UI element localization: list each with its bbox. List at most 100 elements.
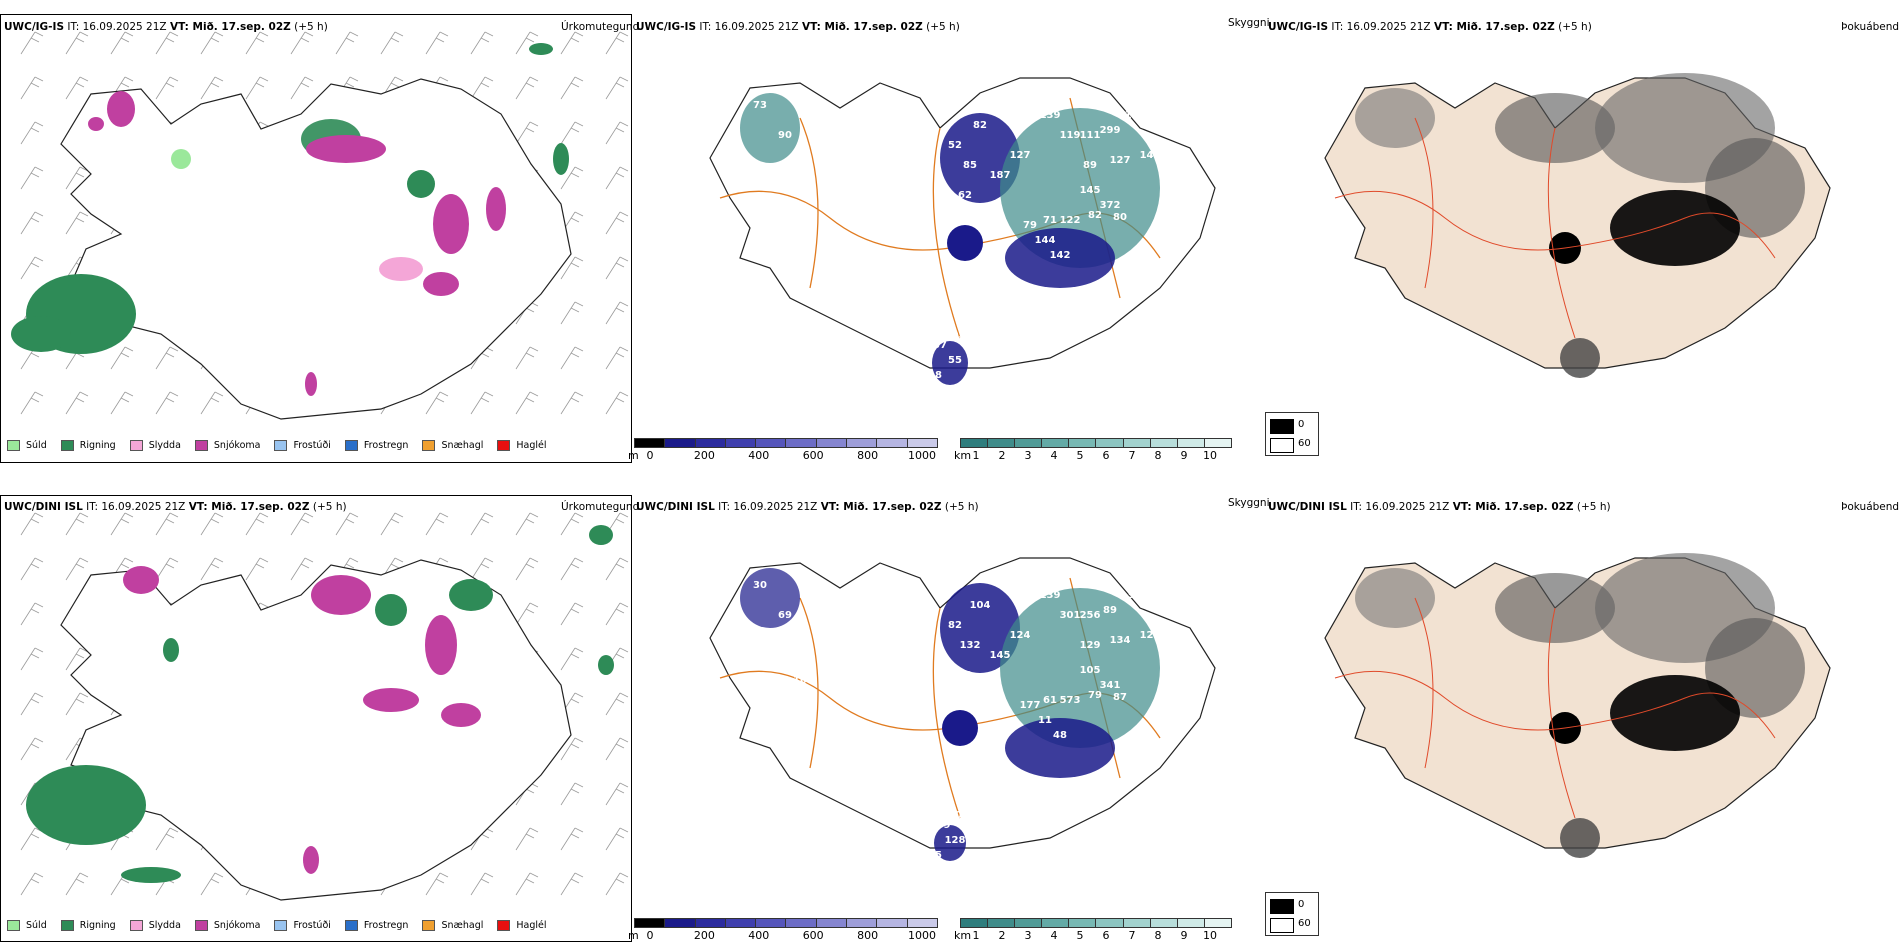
- cloud-base-label: 11: [1038, 715, 1052, 726]
- precip-patches: [11, 43, 569, 396]
- wind-barb: [560, 166, 584, 190]
- panel-title: Skyggni: [1228, 17, 1270, 29]
- colorbar-cell: [1042, 919, 1070, 927]
- wind-barb: [335, 31, 359, 55]
- wind-barb: [470, 872, 494, 896]
- wind-barb: [65, 211, 89, 235]
- colorbar-cell: [665, 439, 696, 447]
- wind-barb: [470, 391, 494, 415]
- colorbar-tick: 7: [1128, 449, 1136, 462]
- iceland-outline: [60, 559, 572, 901]
- lead-time: (+5 h): [312, 501, 347, 513]
- wind-barb: [605, 782, 629, 806]
- colorbar-tick: 800: [857, 449, 879, 462]
- wind-barb: [470, 76, 494, 100]
- colorbar-tick: 2: [998, 449, 1006, 462]
- cloud-base-label: 111: [1080, 130, 1101, 141]
- precip-header-2: UWC/DINI ISL IT: 16.09.2025 21Z VT: Mið.…: [4, 501, 347, 513]
- precip-legend-2: Súld Rigning Slydda Snjókoma Frostúði Frostre…: [7, 920, 561, 931]
- colorbar-tick: 6: [1102, 929, 1110, 942]
- cloud-base-colorbar-1: [634, 438, 938, 448]
- legend-label: Slydda: [148, 440, 181, 451]
- cloud-base-label: 139: [1040, 590, 1061, 601]
- wind-barb: [155, 76, 179, 100]
- fog-header-1: UWC/IG-IS IT: 16.09.2025 21Z VT: Mið. 17…: [1268, 21, 1592, 33]
- colorbar-cell: [847, 919, 878, 927]
- colorbar-tick: 800: [857, 929, 879, 942]
- init-time: IT: 16.09.2025 21Z: [67, 21, 167, 33]
- legend-swatch: [7, 440, 20, 451]
- lead-time: (+5 h): [926, 21, 960, 33]
- wind-barb: [20, 512, 44, 536]
- colorbar-cell: [695, 919, 726, 927]
- legend-swatch: [194, 920, 208, 931]
- legend-item-slydda: Slydda: [129, 920, 181, 931]
- wind-barb: [155, 512, 179, 536]
- wind-barb: [515, 346, 539, 370]
- colorbar-tick: 8: [1154, 449, 1162, 462]
- colorbar-tick: 10: [1203, 929, 1217, 942]
- wind-barb: [20, 166, 44, 190]
- cloud-base-label: 89: [1083, 160, 1097, 171]
- wind-barb: [65, 512, 89, 536]
- colorbar-cell: [1096, 919, 1124, 927]
- legend-item-rigning: Rigning: [60, 920, 116, 931]
- wind-barb: [560, 647, 584, 671]
- wind-barb: [245, 557, 269, 581]
- model-name: UWC/DINI ISL: [4, 501, 83, 513]
- cloud-base-label: 77: [943, 580, 957, 591]
- wind-barb: [65, 391, 89, 415]
- legend-item-snæhagl: Snæhagl: [422, 440, 483, 451]
- cloud-base-label: 129: [1080, 640, 1101, 651]
- wind-barb: [605, 872, 629, 896]
- lead-time: (+5 h): [294, 21, 328, 33]
- init-time: IT: 16.09.2025 21Z: [699, 21, 799, 33]
- colorbar-tick: 1000: [908, 929, 936, 942]
- cloud-map-2: 13 30 69 77 104 82 132 145 124 139 301 256 89 97 129 13…: [709, 550, 1216, 861]
- cloud-base-label: 142: [1050, 250, 1071, 261]
- colorbar-cell: [1123, 919, 1151, 927]
- cloud-base-label: 52: [948, 140, 962, 151]
- cloud-base-label: 187: [990, 170, 1011, 181]
- legend-swatch: [129, 440, 143, 451]
- fog-legend-low: 60: [1298, 918, 1311, 929]
- wind-barb: [380, 512, 404, 536]
- valid-time: VT: Mið. 17.sep. 02Z: [169, 21, 291, 33]
- colorbar-cell: [816, 439, 848, 447]
- colorbar-tick: 600: [802, 449, 824, 462]
- colorbar-unit: km: [954, 449, 972, 462]
- cloud-base-labels: 13 30 69 77 104 82 132 145 124 139 301 256 89 97 129 13…: [753, 550, 1160, 861]
- wind-barb: [560, 301, 584, 325]
- wind-barb: [200, 391, 224, 415]
- cloud-base-label: 341: [1100, 680, 1121, 691]
- visibility-colorbar-2: [960, 918, 1232, 928]
- legend-swatch: [60, 440, 74, 451]
- cloud-base-label: 69: [778, 610, 792, 621]
- valid-time: VT: Mið. 17.sep. 02Z: [801, 21, 923, 33]
- fog-legend-2: 0 60: [1265, 892, 1319, 936]
- legend-label: Haglél: [516, 920, 547, 931]
- legend-swatch: [129, 920, 143, 931]
- legend-swatch: [60, 920, 74, 931]
- fog-legend-low: 60: [1298, 438, 1311, 449]
- wind-barb: [425, 31, 449, 55]
- wind-barb: [200, 31, 224, 55]
- wind-barb: [290, 557, 314, 581]
- wind-barb: [425, 872, 449, 896]
- wind-barb: [605, 557, 629, 581]
- wind-barb: [560, 872, 584, 896]
- cloud-base-label: 75: [928, 850, 942, 861]
- wind-barb: [560, 512, 584, 536]
- wind-barb: [20, 391, 44, 415]
- wind-barb: [515, 76, 539, 100]
- cloud-base-label: 128: [1140, 630, 1161, 641]
- wind-barb: [515, 391, 539, 415]
- wind-barb: [20, 31, 44, 55]
- fog-legend-high: 0: [1298, 899, 1305, 910]
- cloud-base-label: 177: [1020, 700, 1041, 711]
- valid-time: VT: Mið. 17.sep. 02Z: [188, 501, 310, 513]
- wind-barb: [560, 557, 584, 581]
- wind-barb: [65, 76, 89, 100]
- wind-barb: [110, 391, 134, 415]
